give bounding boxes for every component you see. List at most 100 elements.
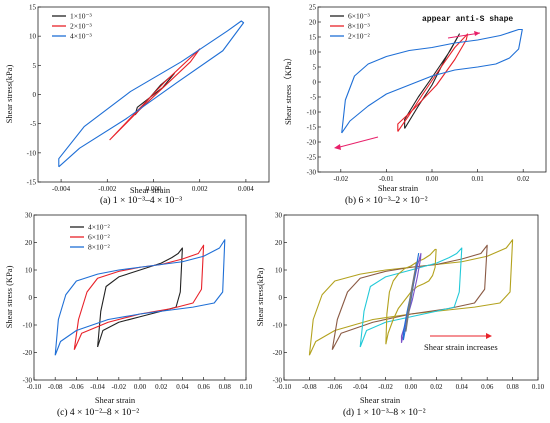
x-tick-label: -0.10	[277, 383, 292, 391]
y-tick-label: -5	[30, 120, 36, 128]
chart-d: -30 -20 -10 0 10 20 30 -0.10 -0.08 -0.06 -0.04 -0.0…	[255, 212, 545, 419]
y-tick-label: -15	[27, 179, 37, 187]
series-line-6	[405, 263, 417, 332]
y-tick-label: -30	[273, 377, 283, 385]
x-tick-label: 0.06	[197, 383, 210, 391]
series-line-3	[385, 248, 437, 345]
y-axis-label: Shear stress (KPa)	[4, 265, 14, 328]
y-tick-label: -30	[307, 169, 317, 177]
y-tick-label: -30	[23, 377, 33, 385]
x-tick-label: 0.002	[192, 185, 208, 193]
annotation-text: Shear strain increases	[424, 342, 498, 352]
chart-b: -30 -25 -20 -15 -10 -5 0 5 10 15 20 25 -0.02 -0.01 0.0…	[283, 4, 547, 206]
y-tick-label: 20	[309, 19, 317, 27]
series-line-2	[341, 28, 523, 134]
y-tick-label: 5	[313, 64, 317, 72]
x-tick-label: 0.02	[430, 383, 443, 391]
x-tick-label: 0.08	[219, 383, 232, 391]
series-line-1	[73, 244, 205, 350]
y-tick-label: -10	[23, 322, 33, 330]
x-tick-label: 0.04	[456, 383, 469, 391]
x-tick-label: -0.004	[52, 185, 71, 193]
y-tick-label: 10	[25, 267, 33, 275]
y-axis-label: Shear stress（KPa）	[283, 53, 293, 125]
legend-label: 6×10⁻³	[348, 12, 370, 21]
series-line-1	[397, 33, 469, 132]
series-line-2	[54, 239, 226, 356]
series-line-2	[58, 20, 245, 168]
arrow-down-left	[335, 136, 379, 149]
x-tick-label: 0.04	[176, 383, 189, 391]
y-tick-label: 10	[29, 33, 37, 41]
x-tick-label: 0.004	[238, 185, 254, 193]
legend-label: 8×10⁻²	[88, 243, 110, 252]
y-axis-label: Shear stress(kPa)	[255, 267, 265, 326]
chart-c: -30 -20 -10 0 10 20 30 -0.10 -0.08 -0.06 -0.04 -0.0…	[4, 212, 253, 419]
x-tick-label: -0.002	[98, 185, 117, 193]
y-tick-label: 30	[25, 212, 33, 220]
y-tick-label: 10	[275, 267, 283, 275]
x-tick-label: -0.06	[328, 383, 343, 391]
annotation-text: appear anti-S shape	[422, 15, 513, 24]
series-line-0	[308, 239, 514, 356]
x-tick-label: -0.02	[378, 383, 393, 391]
legend-label: 6×10⁻²	[88, 233, 110, 242]
x-axis-label: Shear strain	[130, 185, 171, 195]
arrow-head	[486, 333, 492, 339]
y-tick-label: 30	[275, 212, 283, 220]
arrow-head	[474, 31, 480, 36]
x-tick-label: 0.06	[481, 383, 494, 391]
y-tick-label: -10	[273, 322, 283, 330]
series-line-1	[331, 244, 488, 351]
series-line-0	[97, 247, 183, 348]
panel-caption: (d) 1 × 10⁻³–8 × 10⁻²	[343, 407, 426, 418]
y-tick-label: 20	[25, 239, 33, 247]
y-tick-label: -10	[307, 109, 317, 117]
y-tick-label: 0	[313, 79, 317, 87]
x-axis-label: Shear strain	[95, 395, 136, 405]
y-tick-label: -20	[307, 139, 317, 147]
x-axis-label: Shear strain	[378, 183, 419, 193]
panel-caption: (c) 4 × 10⁻²–8 × 10⁻²	[57, 407, 139, 418]
y-tick-label: 0	[33, 91, 37, 99]
legend-label: 8×10⁻³	[348, 22, 370, 31]
x-tick-label: 0.10	[240, 383, 253, 391]
series-line-1	[109, 48, 201, 141]
series-line-2	[359, 247, 463, 348]
y-tick-label: 25	[309, 4, 317, 12]
y-tick-label: -20	[273, 349, 283, 357]
x-tick-label: 0.01	[471, 175, 484, 183]
y-tick-label: 20	[275, 239, 283, 247]
y-tick-label: -10	[27, 149, 37, 157]
x-tick-label: -0.10	[27, 383, 42, 391]
series-line-0	[134, 72, 175, 116]
x-tick-label: 0.00	[426, 175, 439, 183]
y-axis-label: Shear stress(kPa)	[4, 64, 14, 123]
series-line-0	[404, 33, 460, 129]
y-tick-label: 0	[279, 294, 283, 302]
legend-label: 1×10⁻³	[70, 12, 92, 21]
y-tick-label: 0	[29, 294, 33, 302]
x-tick-label: 0.02	[517, 175, 530, 183]
x-tick-label: -0.04	[353, 383, 368, 391]
chart-a: -15 -10 -5 0 5 10 15 -0.004 -0.002 0.000 0.002 0.00…	[4, 4, 270, 206]
x-tick-label: 0.000	[146, 185, 162, 193]
y-tick-label: -20	[23, 349, 33, 357]
panel-caption: (b) 6 × 10⁻³–2 × 10⁻²	[345, 195, 428, 206]
legend-label: 4×10⁻²	[88, 223, 110, 232]
legend-label: 2×10⁻³	[70, 22, 92, 31]
y-tick-label: 5	[33, 62, 37, 70]
legend-label: 4×10⁻³	[70, 32, 92, 41]
x-axis-label: Shear strain	[360, 395, 401, 405]
x-tick-label: 0.00	[134, 383, 147, 391]
y-tick-label: 15	[29, 4, 37, 12]
x-tick-label: 0.08	[506, 383, 519, 391]
x-tick-label: 0.02	[155, 383, 168, 391]
x-tick-label: -0.08	[48, 383, 63, 391]
y-tick-label: -15	[307, 124, 317, 132]
x-tick-label: -0.04	[90, 383, 105, 391]
panel-caption: (a) 1 × 10⁻³–4 × 10⁻³	[100, 195, 182, 206]
x-tick-label: -0.01	[379, 175, 394, 183]
x-tick-label: 0.10	[532, 383, 545, 391]
